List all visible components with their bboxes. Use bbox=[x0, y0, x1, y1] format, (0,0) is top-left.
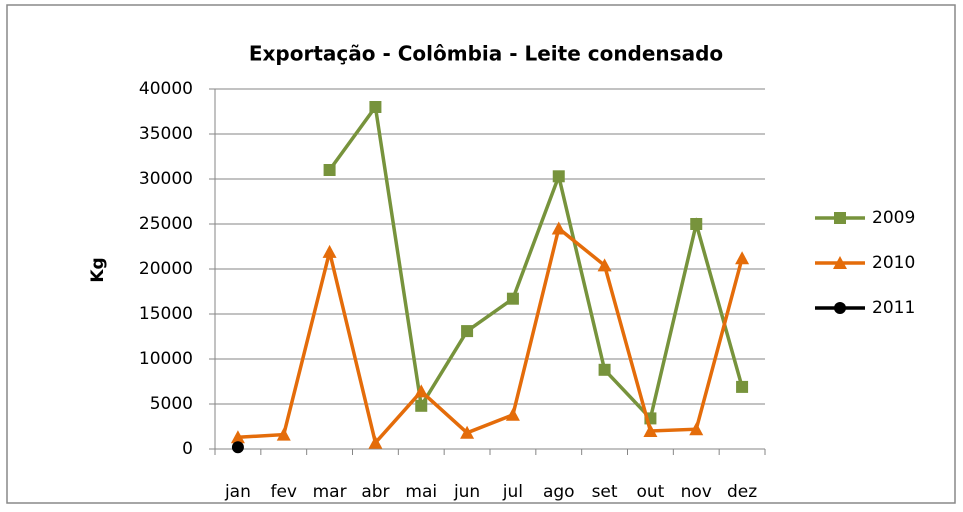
x-tick-label: abr bbox=[361, 482, 389, 502]
x-tick-label: fev bbox=[270, 482, 297, 502]
data-point bbox=[690, 218, 703, 230]
data-point bbox=[735, 251, 750, 265]
series-line bbox=[328, 102, 744, 422]
data-point bbox=[506, 292, 519, 305]
data-point bbox=[552, 170, 565, 183]
data-point bbox=[505, 407, 520, 421]
x-tick-label: out bbox=[636, 482, 664, 502]
x-tick-label: ago bbox=[543, 482, 575, 502]
data-point bbox=[689, 422, 704, 436]
data-point bbox=[598, 363, 611, 376]
x-tick-label: jan bbox=[224, 482, 251, 502]
data-point bbox=[231, 441, 244, 454]
y-tick-label: 15000 bbox=[139, 304, 193, 324]
chart-border bbox=[6, 4, 956, 504]
data-point bbox=[736, 380, 749, 393]
data-point bbox=[414, 384, 429, 398]
y-tick-label: 25000 bbox=[139, 214, 193, 234]
legend-marker bbox=[834, 302, 846, 314]
data-point bbox=[551, 221, 566, 235]
y-tick-label: 40000 bbox=[139, 79, 193, 99]
x-tick-label: mar bbox=[313, 482, 347, 502]
chart-title: Exportação - Colômbia - Leite condensado bbox=[249, 42, 723, 66]
data-point bbox=[460, 425, 475, 439]
data-point bbox=[415, 399, 428, 412]
y-tick-label: 0 bbox=[182, 439, 193, 459]
legend-marker bbox=[834, 212, 846, 224]
data-point bbox=[322, 244, 337, 258]
y-tick-label: 20000 bbox=[139, 259, 193, 279]
data-point bbox=[461, 325, 474, 338]
data-point bbox=[368, 435, 383, 449]
y-tick-label: 30000 bbox=[139, 169, 193, 189]
x-tick-label: nov bbox=[681, 482, 712, 502]
y-axis-label: Kg bbox=[88, 257, 108, 282]
x-tick-label: set bbox=[592, 482, 618, 502]
y-tick-label: 35000 bbox=[139, 124, 193, 144]
legend-label: 2009 bbox=[872, 208, 915, 228]
y-tick-label: 10000 bbox=[139, 349, 193, 369]
data-point bbox=[369, 101, 382, 113]
data-point bbox=[597, 258, 612, 272]
x-tick-label: jun bbox=[453, 482, 480, 502]
data-point bbox=[276, 427, 291, 441]
x-tick-label: jul bbox=[502, 482, 523, 502]
legend-label: 2010 bbox=[872, 253, 915, 273]
data-point bbox=[230, 430, 245, 444]
x-tick-label: mai bbox=[405, 482, 437, 502]
legend-label: 2011 bbox=[872, 298, 915, 318]
y-tick-label: 5000 bbox=[150, 394, 193, 414]
x-tick-label: dez bbox=[727, 482, 757, 502]
legend-marker bbox=[833, 256, 847, 269]
data-point bbox=[323, 164, 336, 176]
data-point bbox=[643, 424, 658, 437]
series-line bbox=[237, 225, 744, 447]
